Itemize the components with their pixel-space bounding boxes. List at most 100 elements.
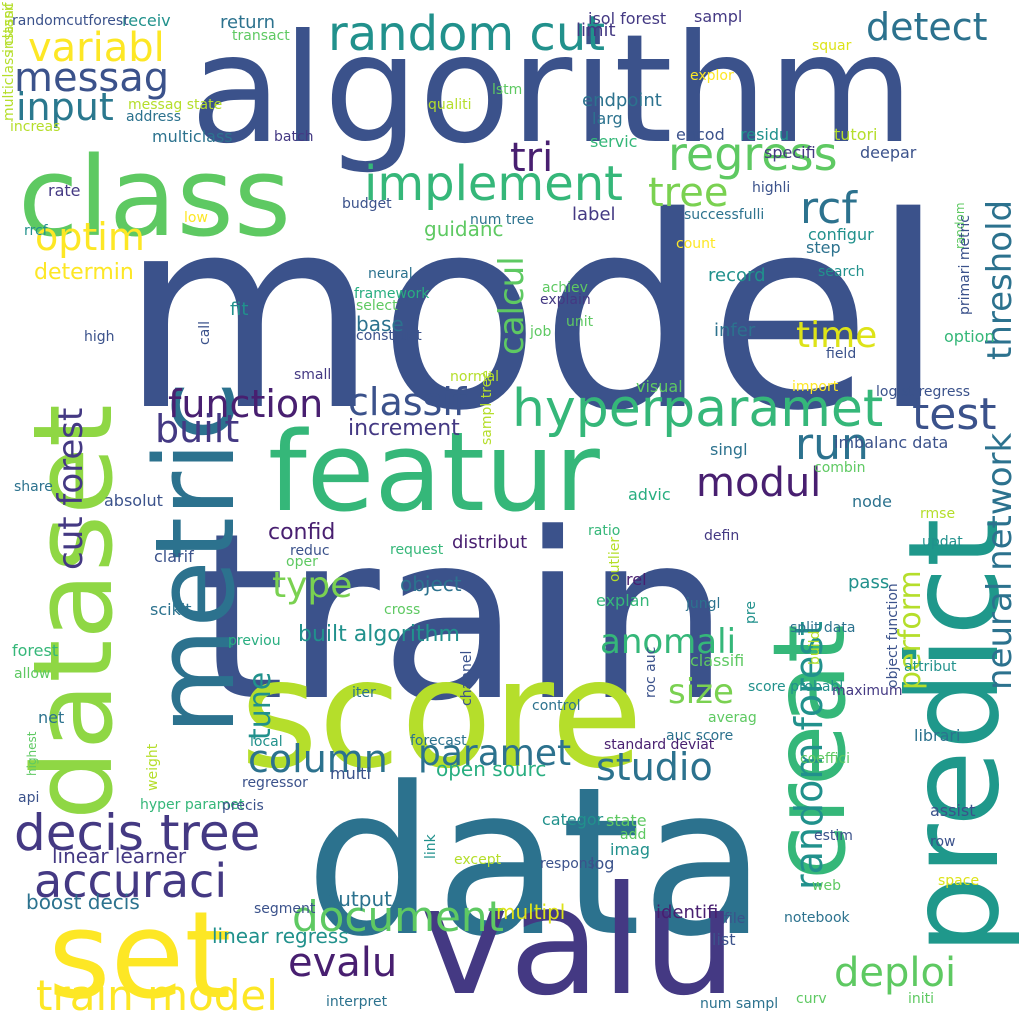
word-share: share xyxy=(14,478,53,495)
word-num-tree: num tree xyxy=(470,211,534,228)
word-tune: tune xyxy=(243,671,278,740)
word-clarif: clarif xyxy=(154,547,194,567)
word-neural: neural xyxy=(368,265,413,282)
word-high: high xyxy=(84,328,115,345)
word-column: column xyxy=(248,736,388,781)
word-train-model: train model xyxy=(36,971,278,1019)
word-built: built xyxy=(155,406,240,451)
word-rrcf: rrcf xyxy=(24,222,48,239)
word-time: time xyxy=(796,315,878,357)
word-roc-auc: roc auc xyxy=(643,646,659,698)
word-reduc: reduc xyxy=(290,542,330,559)
word-assist: assist xyxy=(930,801,976,821)
word-confid: confid xyxy=(268,520,336,546)
word-oper: oper xyxy=(286,553,318,570)
word-defin: defin xyxy=(704,527,740,544)
word-unit: unit xyxy=(566,313,594,330)
word-deploi: deploi xyxy=(834,950,957,996)
word-distribut: distribut xyxy=(452,531,528,553)
word-score-probabl: score probabl xyxy=(748,678,844,695)
word-size: size xyxy=(668,671,734,712)
word-randomcutforest: randomcutforest xyxy=(12,12,129,29)
word-address: address xyxy=(126,108,182,125)
word-search: search xyxy=(818,263,865,280)
word-data: data xyxy=(305,744,767,982)
word-import: import xyxy=(792,378,839,395)
word-normal: normal xyxy=(450,368,500,385)
word-sampl: sampl xyxy=(694,7,743,27)
word-allow: allow xyxy=(14,665,51,682)
word-transact: transact xyxy=(232,27,290,44)
word-tree: tree xyxy=(648,170,729,216)
word-boost-decis: boost decis xyxy=(26,890,140,914)
word-pass: pass xyxy=(848,571,890,593)
word-algorithm: algorithm xyxy=(190,3,914,177)
word-receiv: receiv xyxy=(122,11,171,31)
word-deepar: deepar xyxy=(860,143,917,163)
word-messag-state: messag state xyxy=(128,96,223,113)
word-accuraci: accuraci xyxy=(34,854,228,909)
word-qualiti: qualiti xyxy=(428,96,472,113)
word-train: train xyxy=(195,485,731,752)
word-anomali: anomali xyxy=(600,621,737,662)
word-tutori: tutori xyxy=(834,125,878,145)
word-return: return xyxy=(220,11,276,33)
word-multiclass: multiclass xyxy=(152,127,233,147)
word-regressor: regressor xyxy=(242,774,308,791)
word-updat: updat xyxy=(922,533,963,550)
word-highest: highest xyxy=(25,731,39,776)
word-modul: modul xyxy=(696,460,822,506)
word-input: input xyxy=(16,84,114,129)
word-fit: fit xyxy=(230,298,249,320)
word-specifi: specifi xyxy=(764,143,816,163)
word-coeffici: coeffici xyxy=(800,750,850,767)
word-classif: classif xyxy=(348,379,467,424)
word-except: except xyxy=(454,851,502,868)
word-precis: precis xyxy=(222,797,264,814)
word-net: net xyxy=(38,708,65,728)
word-open-sourc: open sourc xyxy=(436,757,547,781)
word-cut-forest: cut forest xyxy=(51,407,91,570)
word-servic: servic xyxy=(590,132,638,152)
word-hyperparamet: hyperparamet xyxy=(512,379,884,440)
word-respons: respons xyxy=(540,855,595,872)
word-cross: cross xyxy=(384,601,421,618)
word-advic: advic xyxy=(628,485,671,505)
word-low: low xyxy=(184,209,208,226)
word-api: api xyxy=(18,789,40,806)
word-combin: combin xyxy=(814,459,866,476)
word-channel: channel xyxy=(459,650,475,706)
word-rmse: rmse xyxy=(920,505,956,522)
word-num-sampl: num sampl xyxy=(700,995,779,1012)
word-step: step xyxy=(806,238,841,258)
word-rel: rel xyxy=(626,570,647,590)
word-count: count xyxy=(676,235,716,252)
word-linear-learner: linear learner xyxy=(52,844,187,868)
word-random-cut: random cut xyxy=(328,5,606,62)
word-averag: averag xyxy=(708,709,757,726)
word-record: record xyxy=(708,264,766,286)
word-multiclass-classif: multiclass classif xyxy=(1,2,17,121)
word-highli: highli xyxy=(752,179,791,196)
word-achiev: achiev xyxy=(542,279,588,296)
word-add: add xyxy=(620,826,647,843)
word-isol-forest: isol forest xyxy=(588,9,667,29)
word-set: set xyxy=(48,887,232,1019)
word-implement: implement xyxy=(364,155,623,212)
word-scikit: scikit xyxy=(150,600,192,620)
word-forest: forest xyxy=(12,641,59,661)
word-optim: optim xyxy=(35,214,145,259)
word-multi: multi xyxy=(330,764,371,784)
word-hyper-paramet: hyper paramet xyxy=(140,796,245,813)
word-class: class xyxy=(18,133,292,261)
word-calcul: calcul xyxy=(492,256,532,355)
word-weight: weight xyxy=(145,743,161,791)
word-iter: iter xyxy=(352,684,376,701)
word-score: score xyxy=(240,628,644,802)
word-maximum: maximum xyxy=(832,682,903,699)
word-limit: limit xyxy=(576,19,616,41)
word-estim: estim xyxy=(814,827,853,844)
word-identifi: identifi xyxy=(656,901,719,923)
word-variabl: variabl xyxy=(28,25,165,71)
word-rcf: rcf xyxy=(800,182,857,234)
